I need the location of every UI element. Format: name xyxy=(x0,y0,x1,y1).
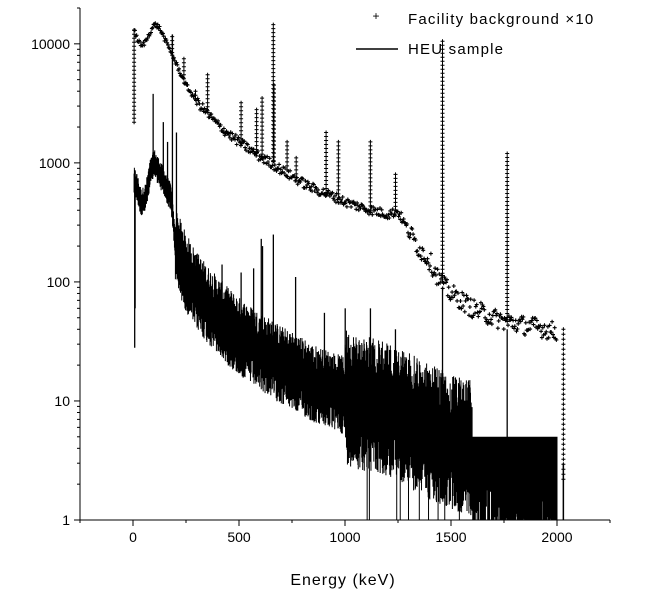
facility-background-peak xyxy=(239,100,244,145)
y-tick-label: 1000 xyxy=(39,155,70,171)
x-ticks: 0 500 1000 1500 2000 xyxy=(79,520,611,545)
x-tick-label: 2000 xyxy=(541,529,572,545)
legend: + Facility background ×10 HEU sample xyxy=(356,9,594,58)
x-tick-label: 1000 xyxy=(329,529,360,545)
facility-background-peak xyxy=(336,139,341,200)
y-ticks: 1 10 100 1000 10000 xyxy=(31,7,80,528)
y-tick-label: 10000 xyxy=(31,36,70,52)
legend-entry-facility-background: + Facility background ×10 xyxy=(372,9,594,28)
facility-background-peak xyxy=(285,139,290,172)
x-axis-title: Energy (keV) xyxy=(290,572,395,589)
facility-background-peak xyxy=(324,130,329,195)
series-heu-sample xyxy=(133,34,565,520)
facility-background-peak xyxy=(181,56,186,81)
facility-background-peak xyxy=(440,39,445,284)
x-tick-label: 500 xyxy=(227,529,251,545)
facility-background-peak xyxy=(505,151,510,324)
y-tick-label: 10 xyxy=(54,393,70,409)
plot-area xyxy=(132,21,566,520)
y-tick-label: 1 xyxy=(62,512,70,528)
facility-background-peak xyxy=(368,139,373,212)
facility-background-peak xyxy=(132,28,137,125)
facility-background-peak xyxy=(272,83,276,164)
x-tick-label: 1500 xyxy=(435,529,466,545)
facility-background-peak xyxy=(294,155,299,180)
facility-background-peak xyxy=(254,107,259,156)
legend-entry-heu-sample: HEU sample xyxy=(356,41,504,58)
facility-background-peak xyxy=(393,172,398,213)
facility-background-peak xyxy=(205,72,210,113)
legend-label-facility-background: Facility background ×10 xyxy=(408,11,594,28)
facility-background-edge xyxy=(561,327,566,482)
x-tick-label: 0 xyxy=(129,529,137,545)
legend-label-heu-sample: HEU sample xyxy=(408,41,504,58)
facility-background-peak xyxy=(193,89,198,102)
legend-marker-icon: + xyxy=(372,9,379,23)
y-tick-label: 100 xyxy=(47,274,71,290)
axes: 0 500 1000 1500 2000 1 10 100 1000 10000 xyxy=(31,7,611,545)
facility-background-peak xyxy=(260,96,265,157)
facility-background-peak xyxy=(271,22,276,163)
series-facility-background xyxy=(132,21,566,482)
